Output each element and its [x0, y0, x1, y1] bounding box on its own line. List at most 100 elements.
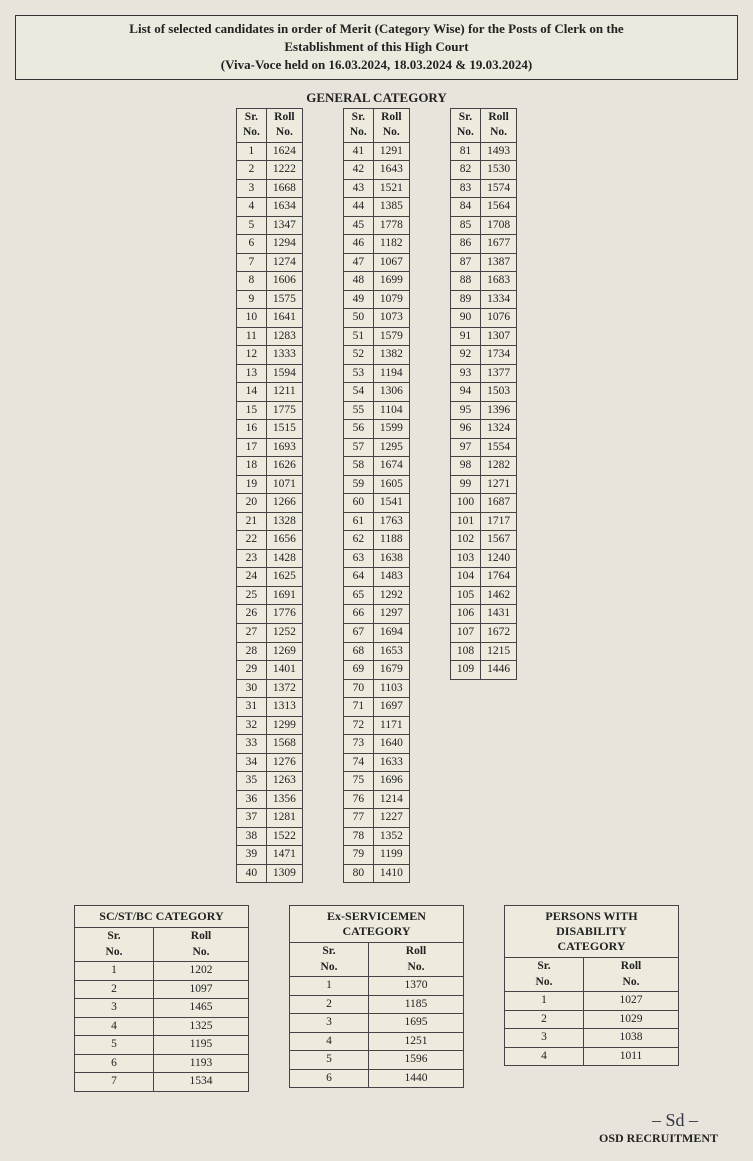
table-row: 41634 — [236, 198, 302, 217]
table-row: 531194 — [343, 364, 409, 383]
table-row: 981282 — [450, 457, 516, 476]
table-row: 411291 — [343, 142, 409, 161]
table-row: 1091446 — [450, 661, 516, 680]
table-row: 891334 — [450, 290, 516, 309]
table-row: 1021567 — [450, 531, 516, 550]
table-row: 331568 — [236, 735, 302, 754]
table-row: 141211 — [236, 383, 302, 402]
table-row: 421643 — [343, 161, 409, 180]
table-row: 541306 — [343, 383, 409, 402]
title-line-2: Establishment of this High Court — [24, 38, 729, 56]
table-row: 11027 — [505, 992, 679, 1011]
pwd-block: PERSONS WITH DISABILITY CATEGORY Sr.No.R… — [504, 905, 679, 1066]
table-row: 21222 — [236, 161, 302, 180]
table-row: 71534 — [75, 1073, 249, 1092]
table-row: 251691 — [236, 586, 302, 605]
table-row: 691679 — [343, 661, 409, 680]
table-row: 471067 — [343, 253, 409, 272]
table-row: 1061431 — [450, 605, 516, 624]
table-row: 31038 — [505, 1029, 679, 1048]
table-row: 201266 — [236, 494, 302, 513]
table-row: 21029 — [505, 1010, 679, 1029]
table-row: 221656 — [236, 531, 302, 550]
table-row: 451778 — [343, 216, 409, 235]
table-row: 661297 — [343, 605, 409, 624]
table-row: 711697 — [343, 698, 409, 717]
exserv-table: Sr.No.RollNo.113702118531695412515159661… — [289, 942, 464, 1088]
table-row: 611763 — [343, 512, 409, 531]
table-row: 771227 — [343, 809, 409, 828]
table-row: 751696 — [343, 772, 409, 791]
general-col-3: Sr.No.RollNo.811493821530831574841564851… — [450, 108, 517, 680]
table-row: 991271 — [450, 475, 516, 494]
general-col-1: Sr.No.RollNo.116242122231668416345134761… — [236, 108, 303, 884]
table-row: 581674 — [343, 457, 409, 476]
table-row: 841564 — [450, 198, 516, 217]
title-line-3: (Viva-Voce held on 16.03.2024, 18.03.202… — [24, 56, 729, 74]
table-row: 861677 — [450, 235, 516, 254]
table-row: 391471 — [236, 846, 302, 865]
table-row: 21097 — [75, 980, 249, 999]
table-row: 511579 — [343, 327, 409, 346]
table-row: 721171 — [343, 716, 409, 735]
table-row: 61294 — [236, 235, 302, 254]
table-row: 31465 — [75, 999, 249, 1018]
table-row: 51195 — [75, 1036, 249, 1055]
table-row: 731640 — [343, 735, 409, 754]
table-row: 741633 — [343, 753, 409, 772]
table-row: 701103 — [343, 679, 409, 698]
table-row: 61440 — [290, 1069, 464, 1088]
table-row: 21185 — [290, 995, 464, 1014]
table-row: 791199 — [343, 846, 409, 865]
table-row: 941503 — [450, 383, 516, 402]
table-row: 921734 — [450, 346, 516, 365]
table-row: 971554 — [450, 438, 516, 457]
table-row: 151775 — [236, 401, 302, 420]
table-row: 831574 — [450, 179, 516, 198]
table-row: 11624 — [236, 142, 302, 161]
table-row: 551104 — [343, 401, 409, 420]
other-categories: SC/ST/BC CATEGORY Sr.No.RollNo.112022109… — [15, 905, 738, 1092]
table-row: 561599 — [343, 420, 409, 439]
pwd-table: Sr.No.RollNo.11027210293103841011 — [504, 957, 679, 1066]
table-row: 851708 — [450, 216, 516, 235]
table-row: 341276 — [236, 753, 302, 772]
general-tables: Sr.No.RollNo.116242122231668416345134761… — [15, 108, 738, 884]
table-row: 1081215 — [450, 642, 516, 661]
table-row: 821530 — [450, 161, 516, 180]
exserv-title: Ex-SERVICEMEN CATEGORY — [289, 905, 464, 942]
exserv-block: Ex-SERVICEMEN CATEGORY Sr.No.RollNo.1137… — [289, 905, 464, 1088]
table-row: 351263 — [236, 772, 302, 791]
table-row: 641483 — [343, 568, 409, 587]
table-row: 631638 — [343, 549, 409, 568]
table-row: 51347 — [236, 216, 302, 235]
signature: – Sd – — [15, 1110, 738, 1131]
table-row: 371281 — [236, 809, 302, 828]
table-row: 231428 — [236, 549, 302, 568]
table-row: 211328 — [236, 512, 302, 531]
table-row: 61193 — [75, 1054, 249, 1073]
table-row: 301372 — [236, 679, 302, 698]
table-row: 1011717 — [450, 512, 516, 531]
table-row: 51596 — [290, 1051, 464, 1070]
table-row: 881683 — [450, 272, 516, 291]
table-row: 361356 — [236, 790, 302, 809]
table-row: 171693 — [236, 438, 302, 457]
table-row: 1071672 — [450, 624, 516, 643]
table-row: 181626 — [236, 457, 302, 476]
table-row: 621188 — [343, 531, 409, 550]
table-row: 281269 — [236, 642, 302, 661]
table-row: 291401 — [236, 661, 302, 680]
table-row: 521382 — [343, 346, 409, 365]
table-row: 801410 — [343, 864, 409, 883]
table-row: 911307 — [450, 327, 516, 346]
table-row: 501073 — [343, 309, 409, 328]
table-row: 41251 — [290, 1032, 464, 1051]
pwd-title: PERSONS WITH DISABILITY CATEGORY — [504, 905, 679, 957]
table-row: 31695 — [290, 1014, 464, 1033]
table-row: 1001687 — [450, 494, 516, 513]
table-row: 271252 — [236, 624, 302, 643]
table-row: 671694 — [343, 624, 409, 643]
table-row: 931377 — [450, 364, 516, 383]
table-row: 651292 — [343, 586, 409, 605]
